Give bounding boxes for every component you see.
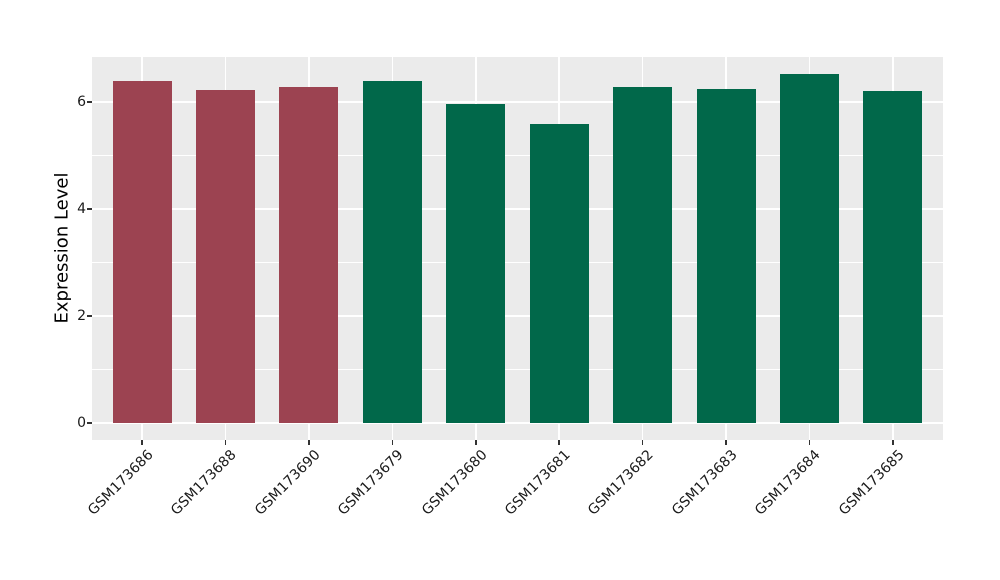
x-tick-label: GSM173680 (418, 447, 491, 519)
x-tick-label: GSM173682 (585, 447, 657, 519)
bar-GSM173682 (613, 87, 673, 423)
y-tick-mark (87, 101, 92, 103)
y-tick-mark (87, 422, 92, 424)
y-minor-gridline (92, 262, 943, 263)
x-tick-mark (641, 440, 644, 445)
y-minor-gridline (92, 155, 943, 156)
x-tick-mark (474, 440, 477, 445)
x-tick-mark (808, 440, 811, 445)
x-tick-mark (892, 440, 894, 445)
y-tick-label: 0 (77, 415, 86, 431)
x-tick-label: GSM173681 (501, 447, 574, 519)
bar-GSM173684 (780, 74, 839, 423)
bar-GSM173680 (446, 103, 506, 423)
bar-GSM173685 (863, 90, 923, 423)
bar-GSM173686 (112, 80, 172, 423)
y-major-gridline (92, 101, 943, 103)
x-tick-mark (141, 440, 143, 445)
y-minor-gridline (92, 369, 943, 370)
y-axis-title: Expression Level (51, 172, 73, 324)
x-tick-label: GSM173685 (835, 447, 908, 519)
y-tick-mark (87, 315, 92, 317)
x-tick-label: GSM173679 (335, 447, 407, 519)
bar-GSM173681 (529, 123, 589, 423)
plot-panel (92, 57, 943, 440)
x-tick-mark (224, 440, 227, 445)
x-tick-mark (308, 440, 310, 445)
y-tick-label: 6 (77, 94, 86, 110)
y-major-gridline (92, 422, 943, 424)
bar-GSM173679 (362, 81, 422, 423)
x-tick-label: GSM173688 (168, 447, 240, 519)
y-tick-label: 2 (77, 308, 86, 324)
x-tick-mark (391, 440, 394, 445)
y-tick-mark (87, 208, 92, 210)
bar-GSM173690 (279, 87, 339, 423)
y-tick-label: 4 (77, 201, 86, 217)
bar-GSM173683 (696, 89, 756, 423)
y-major-gridline (92, 315, 943, 317)
y-major-gridline (92, 208, 943, 210)
x-tick-mark (725, 440, 727, 445)
bar-GSM173688 (195, 90, 255, 423)
x-tick-mark (558, 440, 560, 445)
x-tick-label: GSM173684 (752, 447, 824, 519)
x-tick-label: GSM173686 (84, 447, 157, 519)
x-tick-label: GSM173690 (251, 447, 324, 519)
x-tick-label: GSM173683 (668, 447, 741, 519)
